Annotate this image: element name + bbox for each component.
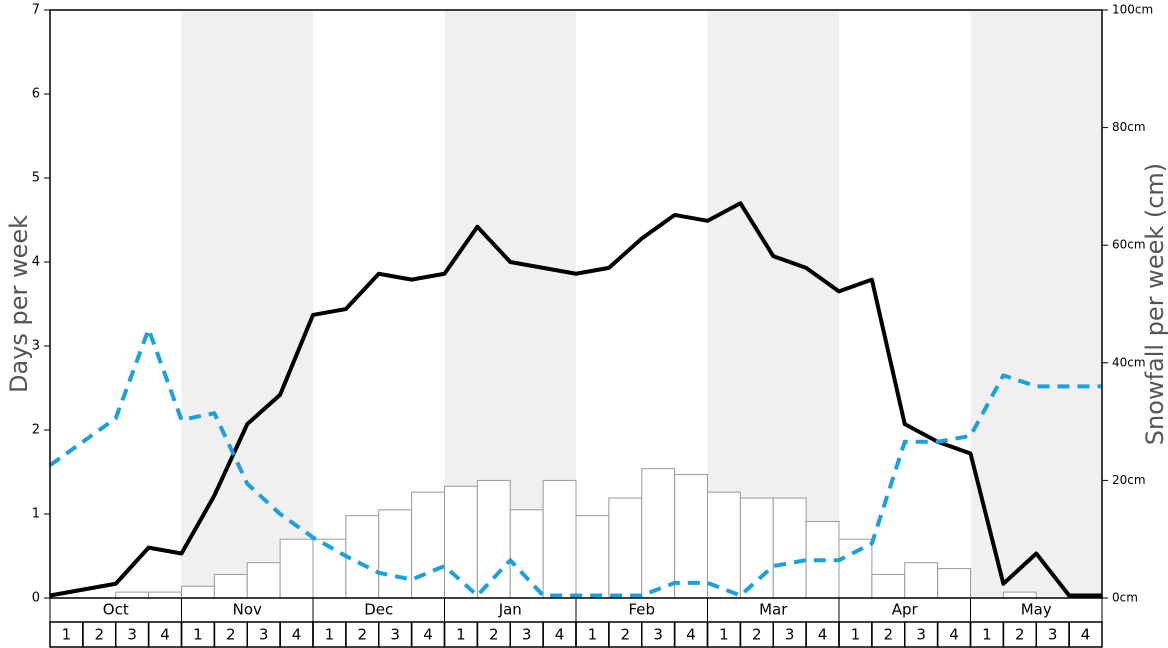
bar [213,573,248,599]
month-label: May [1021,601,1052,619]
week-label: 4 [818,626,828,644]
bar [1002,591,1037,599]
bar [411,491,445,599]
bar [246,562,281,599]
y-tick-label: 3 [32,339,40,354]
week-label: 2 [884,626,894,644]
week-label: 3 [259,626,269,644]
week-label: 4 [686,626,696,644]
week-label: 3 [390,626,400,644]
month-label: Feb [628,601,655,619]
bar [279,538,314,599]
bar [476,479,511,599]
week-label: 3 [653,626,663,644]
week-label: 2 [95,626,105,644]
week-label: 3 [127,626,137,644]
bar [542,479,577,599]
y-tick-label: 6 [32,87,40,102]
y-tick-label: 7 [32,3,40,18]
week-label: 3 [522,626,532,644]
week-label: 1 [193,626,203,644]
bar [772,497,807,599]
y-tick-label: 4 [32,255,40,270]
week-cell [1068,621,1103,648]
y-tick-label: 0 [32,591,40,606]
week-label: 4 [160,626,170,644]
month-label: Dec [364,601,393,619]
week-label: 3 [785,626,795,644]
week-label: 4 [555,626,565,644]
month-label: Oct [103,601,129,619]
week-label: 2 [752,626,762,644]
week-label: 3 [1048,626,1058,644]
background [181,10,1102,598]
week-label: 4 [292,626,302,644]
bar [904,562,939,599]
week-label: 2 [226,626,236,644]
week-label: 4 [423,626,433,644]
bar [115,591,150,599]
week-label: 4 [1081,626,1091,644]
week-label: 2 [489,626,499,644]
week-label: 2 [621,626,631,644]
bar [937,568,971,599]
y-tick-label: 1 [32,507,40,522]
y2-tick-label: 60cm [1112,238,1146,252]
bar [608,497,643,599]
line [48,327,1102,598]
y-tick-label: 5 [32,171,40,186]
bar [444,485,478,599]
y-tick-label: 2 [32,423,40,438]
bar [181,585,215,599]
y2-tick-label: 80cm [1112,120,1146,134]
bar [641,468,676,599]
bar [707,491,741,599]
bar [575,515,610,599]
week-label: 1 [456,626,466,644]
bar [148,591,182,599]
week-label: 3 [916,626,926,644]
y-axis-title: Days per week [5,215,33,393]
y2-tick-label: 40cm [1112,355,1146,369]
week-label: 1 [62,626,72,644]
bar [378,509,413,599]
week-label: 1 [588,626,598,644]
month-label: Mar [759,601,788,619]
week-label: 2 [358,626,368,644]
y2-tick-label: 100cm [1112,3,1153,17]
week-label: 1 [719,626,729,644]
bar [871,573,906,599]
bar [509,509,544,599]
bar [838,538,873,599]
y2-axis-title: Snowfall per week (cm) [1141,163,1168,445]
bar [739,497,774,599]
week-label: 1 [982,626,992,644]
y2-tick-label: 0cm [1112,591,1138,605]
week-label: 1 [851,626,861,644]
bar [674,474,708,599]
month-band [181,10,313,598]
line [49,201,1102,598]
week-label: 1 [325,626,335,644]
month-band [970,10,1102,598]
month-label: Apr [892,601,919,619]
month-label: Jan [498,601,522,619]
month-label: Nov [233,601,262,619]
week-label: 2 [1015,626,1025,644]
week-label: 4 [949,626,959,644]
y2-tick-label: 20cm [1112,473,1146,487]
